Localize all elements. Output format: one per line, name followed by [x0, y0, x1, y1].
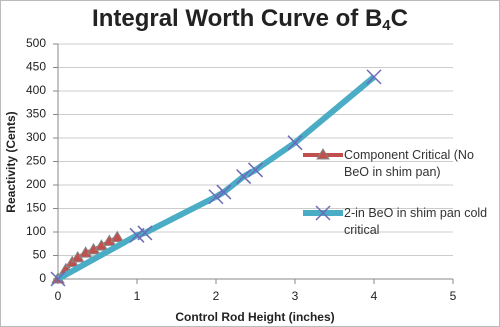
point: [50, 271, 66, 287]
y-tick-label: 100: [26, 224, 46, 238]
x-tick-label: 4: [371, 289, 378, 303]
y-tick-label: 200: [26, 177, 46, 191]
point: [236, 169, 252, 185]
legend-label: Component Critical (No BeO in shim pan): [344, 148, 474, 179]
title-main: Integral Worth Curve of B: [92, 5, 382, 32]
point: [366, 69, 382, 85]
x-tick-label: 2: [213, 289, 220, 303]
title-subscript: 4: [382, 17, 391, 34]
x-tick-label: 5: [450, 289, 457, 303]
x-axis-label: Control Rod Height (inches): [175, 310, 334, 324]
y-tick-label: 250: [26, 154, 46, 168]
y-tick-label: 400: [26, 83, 46, 97]
legend-marker: [315, 205, 331, 221]
point: [110, 230, 125, 243]
y-axis-label: Reactivity (Cents): [4, 111, 18, 212]
x-tick-label: 3: [292, 289, 299, 303]
y-tick-label: 350: [26, 107, 46, 121]
point: [287, 135, 303, 151]
chart-title: Integral Worth Curve of B4C: [92, 5, 408, 34]
title-suffix: C: [391, 5, 408, 32]
y-tick-label: 50: [33, 248, 47, 262]
y-tick-label: 0: [39, 271, 46, 285]
legend-label: 2-in BeO in shim pan cold critical: [344, 206, 488, 237]
y-tick-label: 500: [26, 36, 46, 50]
x-tick-label: 0: [55, 289, 62, 303]
legend-marker: [316, 148, 330, 160]
point: [216, 184, 232, 200]
x-tick-label: 1: [134, 289, 141, 303]
y-tick-label: 450: [26, 60, 46, 74]
point: [247, 162, 264, 178]
y-tick-label: 300: [26, 130, 46, 144]
y-tick-label: 150: [26, 201, 46, 215]
point: [137, 225, 153, 241]
point: [208, 189, 224, 205]
